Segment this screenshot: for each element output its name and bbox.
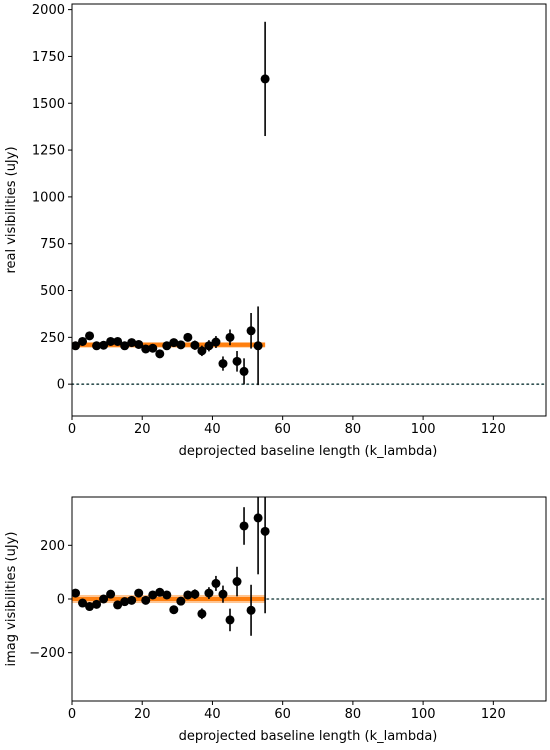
y-tick-label: 750 xyxy=(40,237,65,252)
x-tick-label: 40 xyxy=(204,707,221,722)
data-point xyxy=(246,605,256,615)
data-point xyxy=(232,356,242,366)
y-axis-label: real visibilities (uJy) xyxy=(4,146,19,273)
x-tick-label: 120 xyxy=(481,707,506,722)
data-point xyxy=(169,605,179,615)
data-point xyxy=(197,609,207,619)
data-point xyxy=(134,588,144,598)
data-point xyxy=(72,341,81,351)
data-point xyxy=(85,602,95,612)
data-point xyxy=(141,344,151,354)
y-tick-label: −200 xyxy=(29,646,65,661)
data-point xyxy=(141,595,151,605)
data-point xyxy=(155,587,165,597)
data-point xyxy=(99,340,109,350)
data-point xyxy=(211,578,221,588)
data-point xyxy=(211,337,221,347)
x-tick-label: 0 xyxy=(68,422,76,437)
y-tick-label: 2000 xyxy=(32,3,65,18)
plot-area xyxy=(72,497,546,636)
data-point xyxy=(253,513,263,523)
x-tick-label: 100 xyxy=(411,707,436,722)
plot-area xyxy=(72,21,546,386)
data-point xyxy=(92,599,102,609)
data-point xyxy=(197,346,207,356)
data-point xyxy=(260,74,270,84)
x-tick-label: 80 xyxy=(345,707,362,722)
y-tick-label: 1000 xyxy=(32,190,65,205)
data-point xyxy=(127,595,137,605)
data-point xyxy=(176,340,186,350)
data-point xyxy=(106,336,116,346)
data-point xyxy=(162,341,172,351)
data-point xyxy=(155,349,165,359)
data-point xyxy=(190,340,200,350)
data-point xyxy=(218,359,228,369)
data-point xyxy=(246,326,256,336)
data-point xyxy=(183,332,193,342)
data-point xyxy=(239,366,249,376)
x-tick-label: 100 xyxy=(411,422,436,437)
data-point xyxy=(260,526,270,536)
y-tick-label: 1750 xyxy=(32,50,65,65)
data-point xyxy=(78,598,88,608)
data-point xyxy=(113,600,123,610)
data-point xyxy=(134,339,144,349)
y-tick-label: 0 xyxy=(57,593,65,608)
x-tick-label: 120 xyxy=(481,422,506,437)
data-point xyxy=(176,596,186,606)
data-point xyxy=(218,589,228,599)
data-point xyxy=(120,597,130,607)
data-point xyxy=(78,336,88,346)
data-point xyxy=(190,589,200,599)
y-tick-label: 500 xyxy=(40,284,65,299)
data-point xyxy=(183,590,193,600)
y-tick-label: 0 xyxy=(57,378,65,393)
x-tick-label: 20 xyxy=(134,422,151,437)
data-point xyxy=(99,594,109,604)
data-point xyxy=(148,590,158,600)
data-point xyxy=(92,341,102,351)
x-tick-label: 60 xyxy=(274,707,291,722)
data-point xyxy=(253,341,263,351)
data-point xyxy=(225,615,235,625)
data-point xyxy=(113,336,123,346)
y-axis-label: imag visibilities (uJy) xyxy=(4,532,19,667)
data-point xyxy=(239,521,249,531)
x-tick-label: 0 xyxy=(68,707,76,722)
data-point xyxy=(204,588,214,598)
y-tick-label: 1250 xyxy=(32,144,65,159)
x-axis-label: deprojected baseline length (k_lambda) xyxy=(179,729,438,744)
axes-frame xyxy=(71,3,547,417)
data-point xyxy=(85,331,95,341)
data-point xyxy=(162,590,172,600)
y-tick-label: 250 xyxy=(40,331,65,346)
x-tick-label: 40 xyxy=(204,422,221,437)
data-point xyxy=(204,341,214,351)
data-point xyxy=(225,332,235,342)
data-point xyxy=(169,338,179,348)
data-point xyxy=(120,341,130,351)
imag-visibilities-panel: 0 20 40 60 80 100 120 −200 0 200 deprojected basel… xyxy=(4,496,547,744)
data-point xyxy=(148,343,158,353)
y-tick-label: 200 xyxy=(40,539,65,554)
x-tick-label: 80 xyxy=(345,422,362,437)
data-point xyxy=(106,589,116,599)
data-point xyxy=(127,338,137,348)
y-tick-label: 1500 xyxy=(32,97,65,112)
x-tick-label: 20 xyxy=(134,707,151,722)
data-point xyxy=(72,588,81,598)
x-axis-label: deprojected baseline length (k_lambda) xyxy=(179,444,438,459)
x-tick-label: 60 xyxy=(274,422,291,437)
real-visibilities-panel: 0 20 40 60 80 100 120 0 250 500 750 1000 1250 1500 175… xyxy=(4,3,547,459)
data-point xyxy=(232,577,242,587)
